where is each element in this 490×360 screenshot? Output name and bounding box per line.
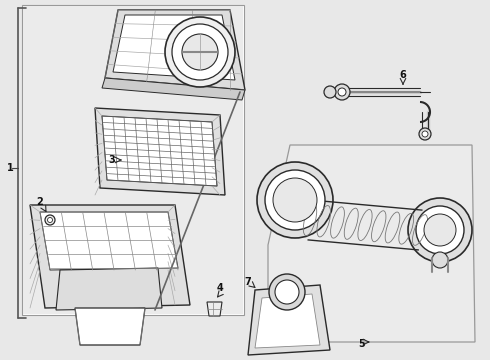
Text: 6: 6 — [400, 70, 406, 80]
Text: 1: 1 — [7, 163, 13, 173]
Circle shape — [269, 274, 305, 310]
Text: 5: 5 — [359, 339, 366, 349]
Polygon shape — [207, 302, 222, 316]
Circle shape — [324, 86, 336, 98]
Circle shape — [273, 178, 317, 222]
Polygon shape — [268, 145, 475, 342]
Circle shape — [338, 88, 346, 96]
Text: 7: 7 — [245, 277, 251, 287]
Polygon shape — [75, 308, 145, 345]
Polygon shape — [113, 15, 235, 80]
Circle shape — [416, 206, 464, 254]
Bar — [23, 6, 243, 314]
Text: 2: 2 — [37, 197, 44, 207]
Polygon shape — [30, 205, 190, 308]
Circle shape — [334, 84, 350, 100]
Circle shape — [45, 215, 55, 225]
Circle shape — [408, 198, 472, 262]
Bar — [22, 5, 244, 315]
Polygon shape — [102, 116, 217, 186]
Circle shape — [48, 217, 52, 222]
Circle shape — [275, 280, 299, 304]
Circle shape — [424, 214, 456, 246]
Circle shape — [419, 128, 431, 140]
Circle shape — [432, 252, 448, 268]
Polygon shape — [105, 10, 245, 90]
Circle shape — [182, 34, 218, 70]
Circle shape — [265, 170, 325, 230]
Polygon shape — [255, 294, 320, 348]
Circle shape — [165, 17, 235, 87]
Polygon shape — [95, 108, 225, 195]
Circle shape — [422, 131, 428, 137]
Text: 3: 3 — [109, 155, 115, 165]
Polygon shape — [102, 78, 245, 100]
Polygon shape — [56, 268, 162, 310]
Polygon shape — [248, 285, 330, 355]
Polygon shape — [40, 212, 178, 270]
Circle shape — [172, 24, 228, 80]
Text: 4: 4 — [217, 283, 223, 293]
Circle shape — [257, 162, 333, 238]
